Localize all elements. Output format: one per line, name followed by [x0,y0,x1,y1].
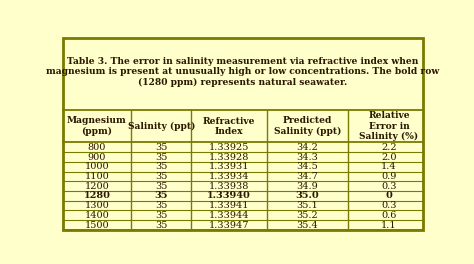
Text: 1.4: 1.4 [381,162,397,171]
Text: 2.2: 2.2 [381,143,397,152]
Text: 34.9: 34.9 [296,182,318,191]
Text: 0.9: 0.9 [381,172,397,181]
Text: 35.2: 35.2 [296,211,318,220]
Text: 1200: 1200 [84,182,109,191]
Text: 1.33938: 1.33938 [209,182,249,191]
Text: 900: 900 [88,153,106,162]
Text: 35: 35 [155,153,167,162]
Text: 1.33947: 1.33947 [209,220,249,229]
Text: 35.4: 35.4 [296,220,318,229]
Text: 35: 35 [155,182,167,191]
Text: 0.3: 0.3 [381,201,397,210]
Text: 35: 35 [155,220,167,229]
Text: 34.2: 34.2 [296,143,318,152]
Text: 35: 35 [155,162,167,171]
Text: 1.33941: 1.33941 [209,201,249,210]
Text: 1.33940: 1.33940 [207,191,251,200]
Text: Salinity (ppt): Salinity (ppt) [128,122,195,131]
Text: Relative
Error in
Salinity (%): Relative Error in Salinity (%) [359,111,419,141]
Text: Magnesium
(ppm): Magnesium (ppm) [67,116,127,136]
Text: 1500: 1500 [84,220,109,229]
Text: Refractive
Index: Refractive Index [203,116,255,136]
Text: 1.33944: 1.33944 [209,211,249,220]
Text: 0: 0 [385,191,392,200]
Text: Predicted
Salinity (ppt): Predicted Salinity (ppt) [273,116,341,136]
Text: 1.33934: 1.33934 [209,172,249,181]
Text: 800: 800 [88,143,106,152]
Text: 1300: 1300 [84,201,109,210]
Text: 1.33931: 1.33931 [209,162,249,171]
Text: 2.0: 2.0 [381,153,397,162]
Text: 34.7: 34.7 [296,172,318,181]
Text: 35: 35 [155,201,167,210]
Text: 35.0: 35.0 [295,191,319,200]
Text: 0.6: 0.6 [381,211,397,220]
Text: 35.1: 35.1 [296,201,318,210]
Text: 35: 35 [155,172,167,181]
FancyBboxPatch shape [63,38,423,230]
Text: 35: 35 [155,143,167,152]
Text: 34.3: 34.3 [296,153,318,162]
Text: 1100: 1100 [84,172,109,181]
Text: 0.3: 0.3 [381,182,397,191]
Text: 1.33925: 1.33925 [209,143,249,152]
Text: 1400: 1400 [84,211,109,220]
Text: 35: 35 [155,211,167,220]
Text: 1280: 1280 [83,191,110,200]
Text: 35: 35 [155,191,168,200]
Text: 1.33928: 1.33928 [209,153,249,162]
Text: 1.1: 1.1 [381,220,397,229]
Text: 1000: 1000 [84,162,109,171]
Text: Table 3. The error in salinity measurement via refractive index when
magnesium i: Table 3. The error in salinity measureme… [46,57,439,87]
Text: 34.5: 34.5 [296,162,318,171]
